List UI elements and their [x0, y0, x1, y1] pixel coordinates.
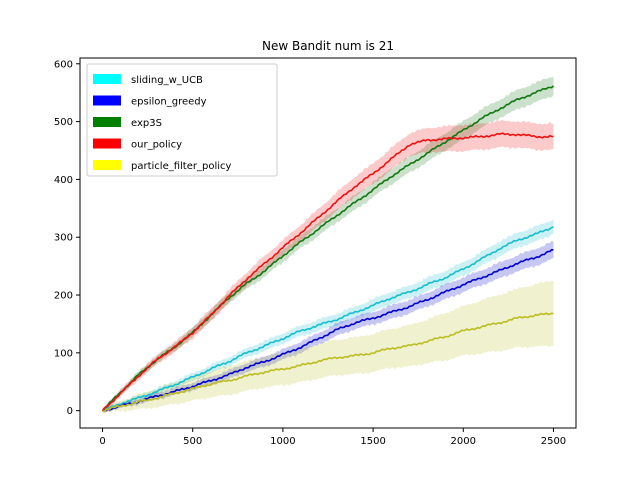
x-tick-label: 500: [183, 436, 202, 447]
y-axis: 0 100 200 300 400 500 600: [54, 59, 80, 417]
x-axis: 0 500 1000 1500 2000 2500: [99, 428, 566, 447]
y-tick-label: 200: [54, 291, 73, 302]
y-tick-label: 100: [54, 348, 73, 359]
legend-label-epsilon_greedy: epsilon_greedy: [131, 97, 207, 108]
series-lines: [101, 85, 555, 413]
line-our_policy: [101, 132, 554, 412]
line-epsilon_greedy: [102, 248, 554, 412]
legend-label-exp3S: exp3S: [131, 118, 162, 129]
y-tick-label: 600: [54, 59, 73, 70]
plot-frame: [79, 57, 577, 429]
legend-swatch-epsilon_greedy: [93, 95, 121, 106]
y-tick-label: 500: [54, 117, 73, 128]
legend-swatch-exp3S: [93, 117, 121, 127]
line-particle_filter_policy: [102, 312, 554, 413]
chart-title: New Bandit num is 21: [262, 39, 394, 53]
y-tick-label: 300: [54, 233, 73, 244]
legend-swatch-our_policy: [93, 138, 121, 149]
legend-label-our_policy: our_policy: [131, 140, 182, 151]
legend-label-particle_filter_policy: particle_filter_policy: [131, 161, 231, 172]
x-tick-label: 2500: [541, 436, 566, 447]
legend: sliding_w_UCB epsilon_greedy exp3S our_poli…: [86, 63, 278, 177]
line-sliding_w_UCB: [102, 226, 554, 412]
x-tick-label: 1000: [270, 436, 295, 447]
x-tick-label: 0: [99, 436, 105, 447]
x-tick-label: 1500: [360, 436, 385, 447]
legend-swatch-particle_filter_policy: [93, 160, 121, 170]
legend-swatch-sliding_w_UCB: [93, 74, 121, 84]
legend-box: [86, 63, 278, 177]
y-tick-label: 400: [54, 175, 73, 186]
y-tick-label: 0: [67, 406, 73, 417]
legend-label-sliding_w_UCB: sliding_w_UCB: [131, 75, 203, 86]
x-tick-label: 2000: [451, 436, 476, 447]
band-sliding_w_UCB: [102, 219, 554, 412]
band-exp3S: [102, 76, 554, 413]
